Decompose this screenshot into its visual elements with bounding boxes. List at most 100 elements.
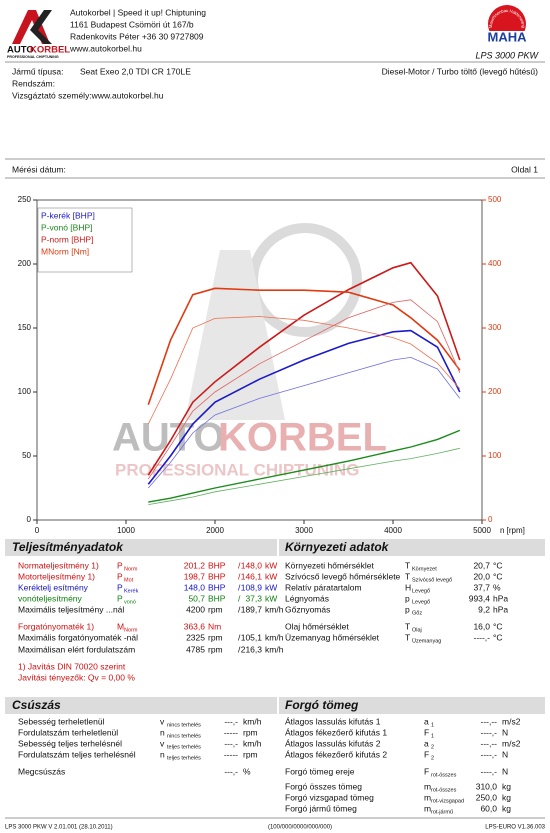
row-sym: p [405,604,410,614]
row-sym: P [117,582,123,592]
row-label: Fordulatszám teljes terhelésnél [18,749,136,759]
series-line [148,447,460,505]
y-tick-label: 250 [18,195,32,204]
row-value: ----- [224,727,238,737]
row-unit: BHP [208,571,226,581]
row-label: Forgatónyomaték 1) [18,621,94,631]
row-value: ----,- [480,766,497,776]
row-label: Maximális teljesítmény ...nál [18,604,124,614]
plot-frame [36,199,483,521]
y2-tick-label: 100 [488,451,502,460]
series-line [147,329,461,485]
row-value: 201,2 [184,560,206,570]
row-sub: Olaj [412,627,422,633]
row-label: 1) Javítás DIN 70020 szerint [18,661,126,671]
row-label: Forgó összes tömeg [285,781,362,791]
plate-label: Rendszám: [12,78,55,88]
address-line: Radenkovits Péter +36 30 9727809 [70,31,204,41]
logo: AUTO KORBEL PROFESSIONAL CHIPTUNING [7,10,70,59]
row-sym: T [405,632,410,642]
row-sub: nincs terhelés [167,733,201,739]
y-tick-label: 200 [18,259,32,268]
row-unit2: kW [265,593,277,603]
row-value2: 105,1 [241,632,263,642]
row-sub: Norm [124,627,138,633]
row-sub: Kerék [124,588,139,594]
row-sym: p [405,593,410,603]
row-unit2: kW [265,571,277,581]
row-sub: Mot [124,577,134,583]
row-sub: rot-összes [431,772,457,778]
row-value: 148,0 [184,582,206,592]
row-sym: H [405,582,411,592]
row-value: 9,2 [478,604,490,614]
footer-left: LPS 3000 PKW V 2.01.001 (28.10.2011) [5,825,113,831]
row-unit2: kW [265,560,277,570]
row-sub: Levegő [412,588,430,594]
row-label: Átlagos fékezőerő kifutás 1 [285,727,387,737]
row-label: Javítási tényezők: Qv = 0,00 % [18,672,135,682]
row-value: 4200 [186,604,205,614]
row-label: Sebesség terheletlenül [18,716,105,726]
row-value: ----,- [480,749,497,759]
row-sub: Norm [124,566,138,572]
row-sym: T [405,560,410,570]
row-sym: P [117,560,123,570]
row-label: vonóteljesítmény [18,593,83,603]
row-value: 20,0 [473,571,490,581]
vehicle-label: Jármű típusa: [12,66,64,76]
row-sym: m [424,803,431,813]
row-value: 198,7 [184,571,206,581]
row-sep: / [238,571,241,581]
row-unit: m/s2 [502,716,521,726]
page-number: Oldal 1 [511,164,538,174]
row-sym: v [160,716,165,726]
row-unit2: kW [265,582,277,592]
row-sub: rot-jármű [431,809,453,815]
row-unit: rpm [243,749,258,759]
row-unit: N [502,766,508,776]
row-value: 37,7 [473,582,490,592]
x-tick-label: 1000 [117,526,135,535]
row-unit: km/h [243,738,262,748]
row-unit: BHP [208,593,226,603]
row-unit2: km/h [265,604,284,614]
row-label: Forgó tömeg ereje [285,766,355,776]
row-sub: rot-összes [431,787,457,793]
row-label: Átlagos fékezőerő kifutás 2 [285,749,387,759]
vehicle-type: Seat Exeo 2,0 TDI CR 170LE [80,66,191,76]
row-label: Keréktelj esítmény [18,582,89,592]
row-unit: hPa [493,604,508,614]
x-tick-label: 4000 [384,526,402,535]
row-label: Légnyomás [285,593,329,603]
row-label: Átlagos lassulás kifutás 1 [285,716,381,726]
row-label: Motorteljesítmény 1) [18,571,95,581]
series-line [147,287,461,406]
row-sym: F [424,766,429,776]
row-sep: / [238,593,241,603]
row-sub: 1 [431,733,434,739]
row-sub: vonó [124,599,136,605]
row-unit: N [502,727,508,737]
row-sym: m [424,781,431,791]
row-sym: P [117,571,123,581]
row-value: 363,6 [184,621,206,631]
logo-sub: PROFESSIONAL CHIPTUNING [7,55,59,59]
y2-tick-label: 500 [488,195,502,204]
y-tick-label: 100 [18,387,32,396]
row-unit: Nm [208,621,221,631]
row-unit2: km/h [265,632,284,642]
row-unit: BHP [208,560,226,570]
row-label: Üzemanyag hőmérséklet [285,632,380,642]
row-value: ---,-- [480,738,497,748]
row-sym: n [160,727,165,737]
row-sub: teljes terhelés [167,755,201,761]
y2-tick-label: 0 [488,515,493,524]
row-sym: P [117,593,123,603]
row-label: Megcsúszás [18,766,65,776]
row-sub: 2 [431,755,434,761]
address-line: www.autokorbel.hu [69,43,142,53]
logo-b: KORBEL [30,45,70,56]
section-bar [5,697,545,714]
row-value: 310,0 [476,781,498,791]
